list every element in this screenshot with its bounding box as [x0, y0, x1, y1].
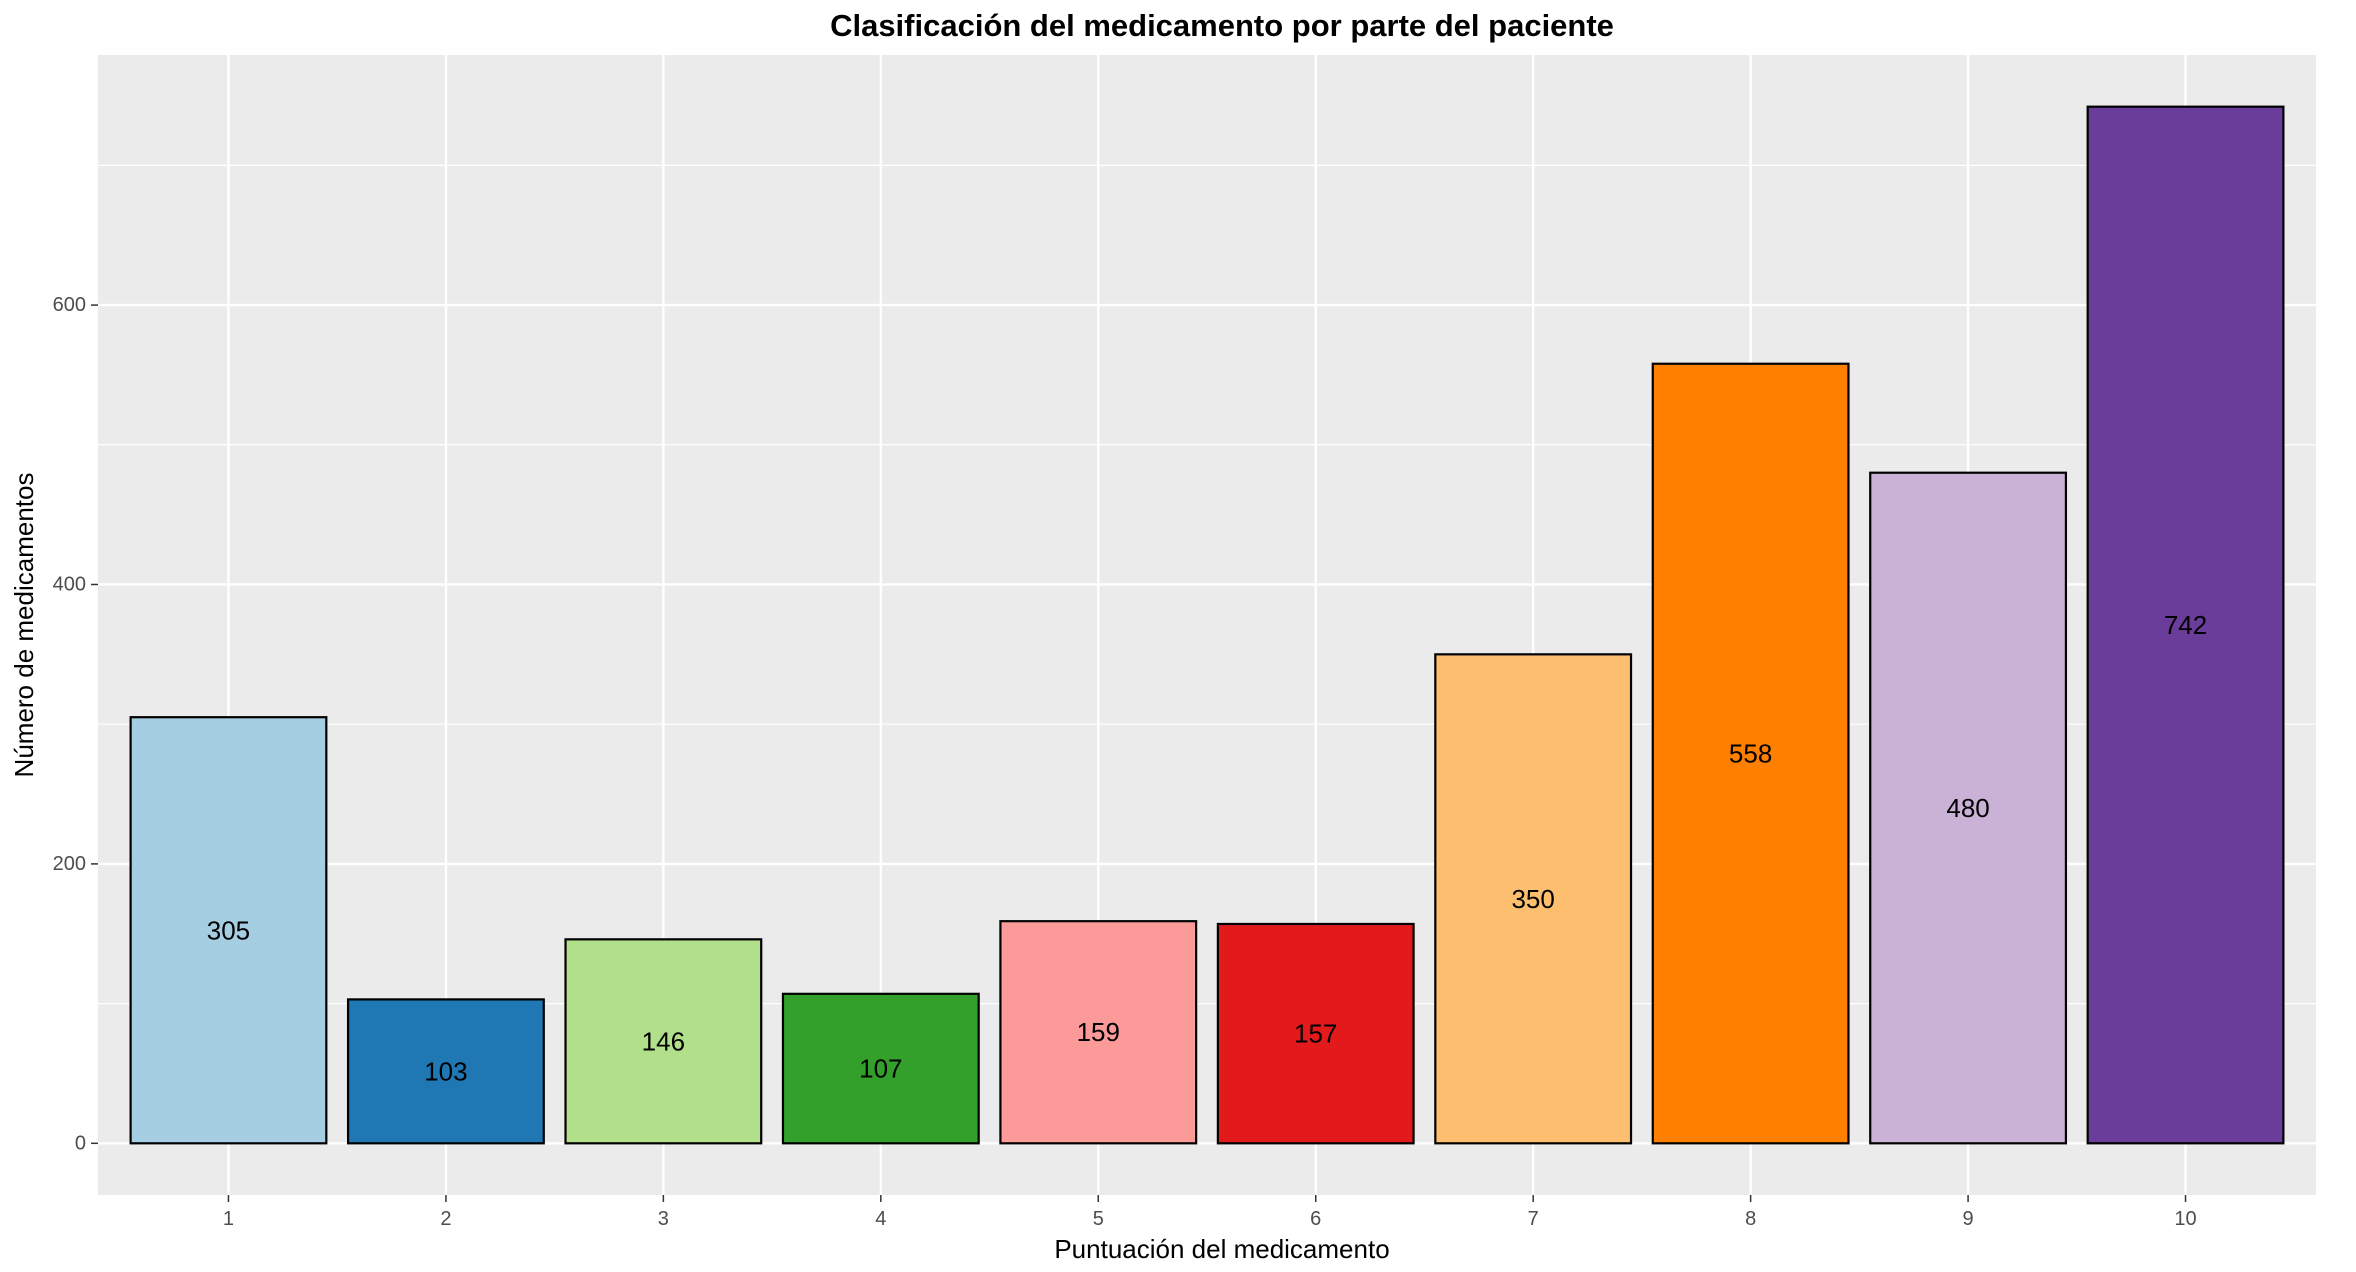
- bar-value-label: 305: [207, 915, 250, 945]
- bar-value-label: 480: [1946, 793, 1989, 823]
- x-tick-label: 1: [223, 1208, 234, 1230]
- x-tick-label: 10: [2174, 1208, 2196, 1230]
- x-tick-label: 3: [658, 1208, 669, 1230]
- bar: [129, 716, 328, 1145]
- bar: [564, 938, 763, 1145]
- bar: [1651, 362, 1850, 1145]
- bar: [1869, 471, 2068, 1145]
- x-tick-label: 4: [875, 1208, 886, 1230]
- x-tick-label: 6: [1310, 1208, 1321, 1230]
- bar: [781, 992, 980, 1145]
- bar-value-label: 742: [2164, 610, 2207, 640]
- bar: [1216, 922, 1415, 1145]
- y-tick-label: 600: [53, 294, 86, 316]
- bar: [2086, 105, 2285, 1145]
- bar-value-label: 157: [1294, 1019, 1337, 1049]
- bar-value-label: 146: [642, 1026, 685, 1056]
- x-axis-ticks: 1 2 3 4 5 6 7 8 9 10: [223, 1195, 2197, 1230]
- chart-title: Clasificación del medicamento por parte …: [830, 8, 1614, 43]
- bar-value-label: 103: [424, 1056, 467, 1086]
- bar-value-labels: 305 103 146 107 159 157 350 558 480 742: [207, 610, 2207, 1086]
- y-tick-label: 0: [75, 1132, 86, 1154]
- x-tick-label: 2: [440, 1208, 451, 1230]
- x-axis-title: Puntuación del medicamento: [1054, 1234, 1389, 1264]
- y-axis-title: Número de medicamentos: [9, 473, 39, 778]
- x-tick-label: 5: [1093, 1208, 1104, 1230]
- bar: [999, 920, 1198, 1145]
- bar-value-label: 558: [1729, 739, 1772, 769]
- bar-value-label: 159: [1077, 1017, 1120, 1047]
- bar-value-label: 350: [1511, 884, 1554, 914]
- bars: [129, 105, 2285, 1145]
- x-tick-label: 8: [1745, 1208, 1756, 1230]
- bar: [346, 998, 545, 1145]
- x-tick-label: 7: [1528, 1208, 1539, 1230]
- bar: [1434, 653, 1633, 1145]
- x-tick-label: 9: [1963, 1208, 1974, 1230]
- y-axis-ticks: 0 200 400 600: [53, 294, 98, 1154]
- y-tick-label: 200: [53, 853, 86, 875]
- bar-value-label: 107: [859, 1054, 902, 1084]
- y-tick-label: 400: [53, 573, 86, 595]
